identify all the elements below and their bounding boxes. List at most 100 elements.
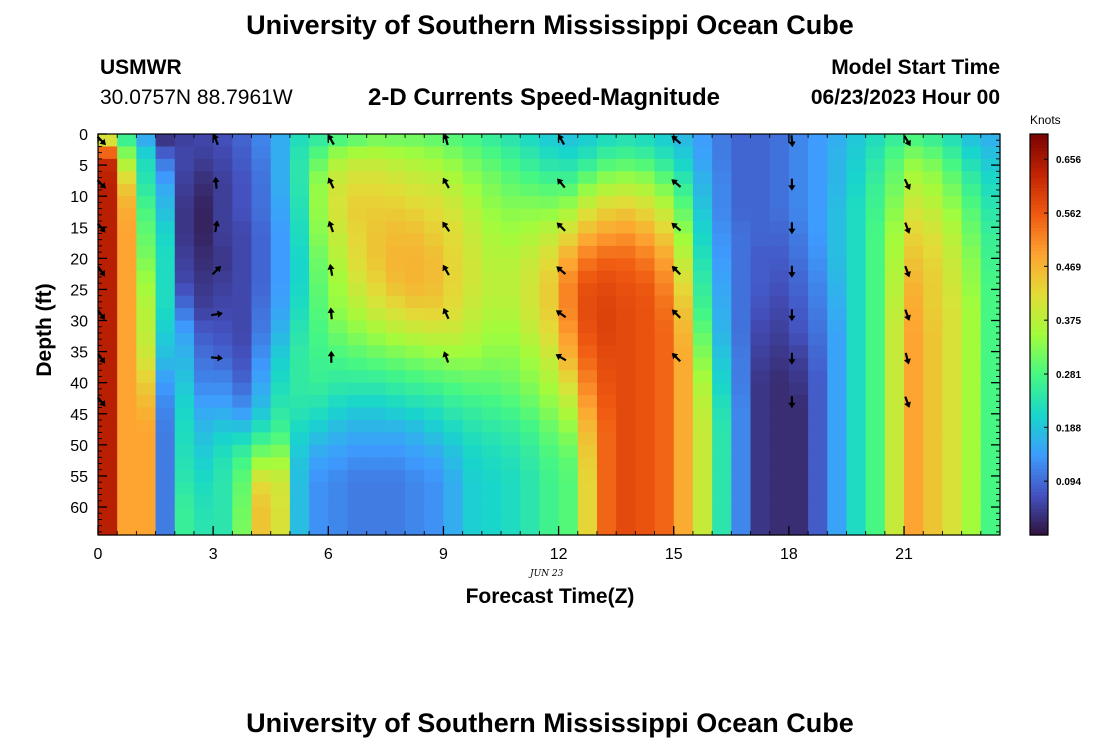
heatmap-cell	[232, 382, 253, 396]
heatmap-cell	[788, 320, 809, 334]
heatmap-cell	[712, 196, 732, 210]
heatmap-cell	[232, 134, 253, 148]
heatmap-cell	[808, 171, 828, 185]
colorbar-segment	[1030, 207, 1048, 212]
heatmap-cell	[520, 233, 540, 247]
heatmap-cell	[769, 482, 790, 496]
heatmap-cell	[692, 494, 713, 508]
heatmap-cell	[481, 345, 502, 359]
heatmap-cell	[309, 158, 329, 172]
heatmap-cell	[673, 482, 694, 496]
heatmap-cell	[443, 419, 464, 434]
heatmap-cell	[462, 270, 483, 284]
heatmap-cell	[251, 395, 272, 409]
heatmap-cell	[846, 444, 867, 458]
heatmap-cell	[117, 370, 137, 384]
colorbar-segment	[1030, 357, 1048, 362]
heatmap-cell	[923, 444, 944, 458]
heatmap-cell	[923, 345, 944, 359]
heatmap-cell	[117, 357, 137, 371]
colorbar-segment	[1030, 204, 1048, 209]
heatmap-cell	[424, 208, 445, 222]
heatmap-cell	[750, 258, 771, 272]
heatmap-cell	[788, 332, 809, 346]
heatmap-cell	[539, 432, 560, 446]
heatmap-cell	[193, 221, 214, 235]
heatmap-cell	[865, 183, 886, 197]
heatmap-cell	[347, 295, 368, 309]
heatmap-cell	[980, 171, 1001, 185]
heatmap-cell	[750, 482, 771, 496]
heatmap-cell	[443, 395, 464, 409]
colorbar-unit: Knots	[1030, 113, 1061, 127]
heatmap-cell	[788, 457, 809, 471]
heatmap-cell	[347, 494, 368, 508]
heatmap-cell	[942, 233, 963, 247]
current-vector-arrow	[788, 352, 796, 365]
heatmap-cell	[251, 432, 272, 446]
heatmap-cell	[462, 531, 483, 536]
heatmap-cell	[174, 494, 195, 508]
heatmap-cell	[596, 233, 617, 247]
colorbar-segment	[1030, 464, 1048, 469]
heatmap-cell	[616, 395, 636, 409]
colorbar-segment	[1030, 521, 1048, 526]
heatmap-cell	[232, 457, 253, 471]
heatmap-cell	[596, 158, 617, 172]
heatmap-cell	[616, 245, 636, 259]
heatmap-cell	[174, 432, 195, 446]
heatmap-cell	[155, 245, 176, 259]
colorbar-tick-label: 0.281	[1056, 370, 1081, 381]
heatmap-cell	[481, 482, 502, 496]
heatmap-cell	[884, 245, 905, 259]
heatmap-cell	[654, 507, 675, 521]
heatmap-cell	[616, 507, 636, 521]
heatmap-cell	[328, 432, 349, 446]
heatmap-cell	[884, 183, 905, 197]
heatmap-cell	[980, 245, 1001, 259]
heatmap-cell	[923, 183, 944, 197]
heatmap-cell	[827, 507, 848, 521]
heatmap-cell	[251, 457, 272, 471]
heatmap-cell	[769, 233, 790, 247]
heatmap-cell	[539, 382, 560, 396]
heatmap-cell	[923, 432, 944, 446]
heatmap-cell	[788, 531, 809, 536]
heatmap-cell	[270, 295, 291, 309]
heatmap-cell	[193, 233, 214, 247]
heatmap-cell	[539, 332, 560, 346]
heatmap-cell	[405, 158, 425, 172]
colorbar-segment	[1030, 160, 1048, 165]
heatmap-cell	[942, 469, 963, 483]
heatmap-cell	[558, 357, 579, 371]
heatmap-cell	[117, 432, 137, 446]
heatmap-cell	[366, 295, 387, 309]
heatmap-cell	[884, 457, 905, 471]
heatmap-cell	[405, 283, 425, 297]
colorbar-segment	[1030, 361, 1048, 366]
heatmap-cell	[481, 419, 502, 434]
heatmap-cell	[347, 158, 368, 172]
heatmap-cell	[712, 134, 732, 148]
heatmap-cell	[481, 382, 502, 396]
heatmap-cell	[788, 146, 809, 160]
heatmap-cell	[750, 134, 771, 148]
heatmap-cell	[635, 134, 656, 148]
heatmap-cell	[961, 171, 982, 185]
heatmap-cell	[673, 519, 694, 533]
heatmap-cell	[385, 196, 406, 210]
heatmap-cell	[232, 531, 253, 536]
heatmap-cell	[808, 507, 828, 521]
heatmap-cell	[616, 221, 636, 235]
heatmap-cell	[827, 258, 848, 272]
heatmap-cell	[98, 146, 118, 160]
heatmap-cell	[942, 146, 963, 160]
current-vector-arrow	[555, 353, 567, 362]
colorbar-segment	[1030, 367, 1048, 372]
heatmap-cell	[865, 407, 886, 421]
heatmap-cell	[328, 158, 349, 172]
colorbar-segment	[1030, 294, 1048, 299]
heatmap-cell	[961, 531, 982, 536]
heatmap-cell	[117, 444, 137, 458]
heatmap-cell	[635, 308, 656, 322]
